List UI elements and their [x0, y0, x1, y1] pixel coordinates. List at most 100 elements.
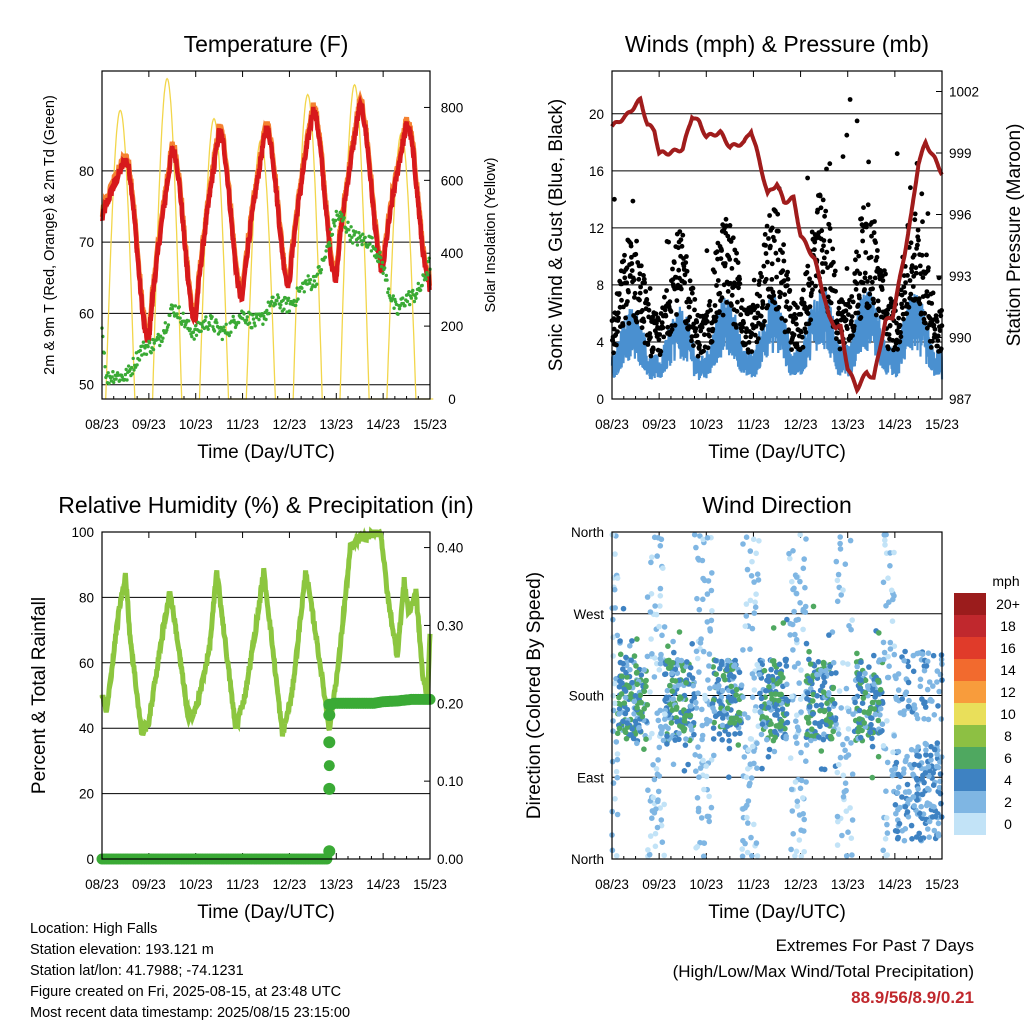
gust-point [859, 216, 864, 222]
direction-point [633, 663, 639, 669]
gust-point [871, 230, 877, 236]
direction-point [902, 804, 909, 810]
direction-point [703, 763, 709, 769]
gust-point [826, 222, 832, 227]
dewpoint-point [187, 319, 191, 323]
gust-point [704, 319, 710, 324]
dewpoint-point [242, 312, 246, 316]
gust-point [692, 297, 698, 302]
direction-point [904, 781, 911, 788]
direction-point [795, 660, 801, 667]
gust-point [784, 299, 790, 305]
gust-point [840, 154, 846, 160]
direction-point [802, 603, 809, 610]
direction-point [843, 685, 850, 692]
direction-point [848, 835, 855, 841]
direction-point [660, 565, 666, 571]
direction-point [885, 575, 891, 581]
dewpoint-point [265, 308, 269, 313]
direction-point [689, 641, 695, 647]
humidity-ytick-right-label: 0.30 [437, 618, 463, 633]
dewpoint-point [144, 352, 149, 356]
direction-point [785, 698, 791, 704]
direction-point [753, 840, 760, 846]
direction-point [645, 847, 651, 853]
dewpoint-point [138, 348, 142, 353]
direction-point [748, 573, 755, 579]
dewpoint-point [194, 324, 198, 328]
direction-point [655, 798, 661, 805]
direction-point [616, 725, 623, 732]
direction-point [707, 626, 713, 632]
gust-point [676, 245, 681, 251]
dewpoint-point [323, 255, 328, 259]
direction-point [752, 599, 758, 605]
gust-point [901, 316, 906, 322]
direction-point [639, 713, 646, 720]
dewpoint-point [424, 277, 428, 281]
direction-point [797, 696, 804, 702]
direction-point [620, 660, 626, 667]
direction-point [903, 757, 909, 763]
direction-point [660, 737, 667, 744]
dewpoint-point [306, 274, 310, 278]
gust-point [917, 263, 923, 269]
gust-point [739, 297, 745, 303]
winds-xtick-label: 12/23 [784, 417, 818, 432]
gust-point [743, 334, 749, 340]
direction-point [646, 851, 653, 858]
gust-point [905, 273, 910, 278]
gust-point [677, 229, 683, 235]
direction-point [706, 818, 712, 825]
colorbar-swatch [954, 769, 986, 791]
direction-point [806, 648, 812, 655]
direction-point [784, 719, 791, 726]
direction-point [873, 690, 879, 696]
dewpoint-point [340, 212, 344, 217]
direction-point [886, 599, 892, 605]
gust-point [926, 265, 931, 271]
direction-point [827, 733, 834, 740]
direction-point [753, 591, 759, 597]
gust-point [759, 274, 764, 280]
winds-ytick-label: 20 [589, 107, 604, 122]
gust-point [690, 285, 696, 291]
gust-point [615, 329, 620, 335]
direction-point [803, 714, 810, 721]
direction-point [935, 831, 942, 837]
direction-point [842, 561, 849, 567]
direction-point [688, 727, 695, 733]
gust-point [834, 336, 839, 342]
direction-point [801, 816, 807, 823]
gust-point [698, 328, 704, 334]
gust-point [798, 311, 804, 317]
humidity-ytick-label: 40 [79, 721, 94, 736]
direction-point [719, 722, 726, 729]
dewpoint-point [276, 293, 280, 297]
direction-point [890, 749, 896, 755]
direction-point [701, 786, 707, 793]
gust-point [793, 315, 799, 321]
gust-point [873, 312, 879, 318]
gust-point [662, 294, 667, 300]
gust-point [647, 331, 653, 336]
direction-point [880, 743, 887, 749]
gust-point [855, 310, 861, 316]
direction-point [840, 741, 846, 748]
direction-point [751, 821, 757, 828]
dewpoint-point [211, 325, 215, 329]
dewpoint-point [336, 217, 341, 221]
direction-point [655, 788, 662, 795]
dewpoint-point [426, 273, 430, 277]
dewpoint-point [354, 230, 358, 234]
direction-point [835, 731, 842, 737]
gust-point [757, 293, 763, 299]
direction-point [727, 719, 733, 726]
direction-point [747, 736, 754, 742]
direction-point [703, 773, 710, 780]
direction-point [892, 802, 899, 808]
direction-point [693, 699, 699, 706]
dewpoint-point [199, 329, 203, 333]
direction-point [656, 667, 663, 673]
direction-point [790, 647, 796, 653]
